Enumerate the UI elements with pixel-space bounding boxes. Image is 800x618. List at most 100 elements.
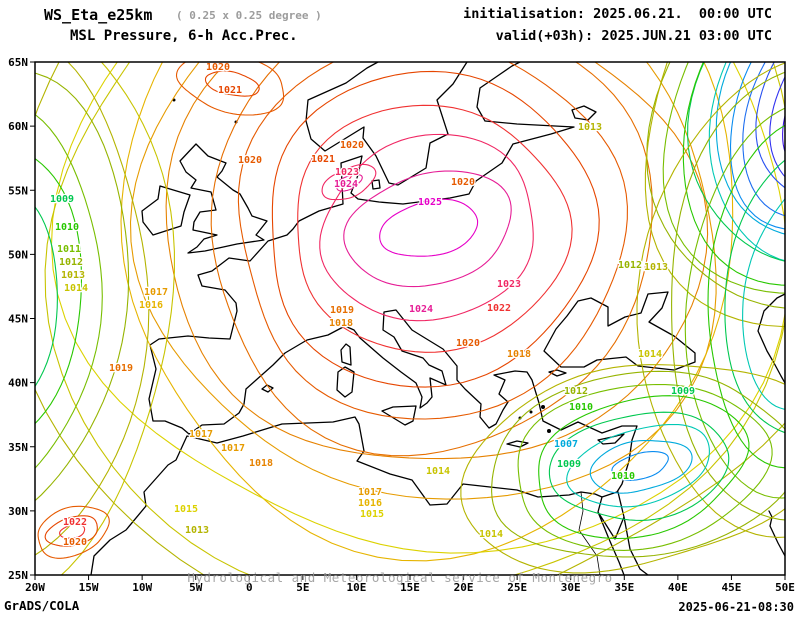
isobar-1020 <box>237 62 628 420</box>
x-axis-tick-label: 0 <box>246 581 253 594</box>
isobar-1009 <box>548 411 730 521</box>
x-axis-tick-label: 10E <box>346 581 366 594</box>
y-axis-tick-label: 30N <box>8 505 28 518</box>
creation-timestamp: 2025-06-21-08:30 <box>678 600 794 614</box>
isobar-1006 <box>729 62 785 230</box>
isobar-value-label: 1023 <box>497 279 521 290</box>
x-axis-tick-label: 15W <box>79 581 99 594</box>
isobar-1010 <box>35 157 83 425</box>
isobar-value-label: 1009 <box>50 194 74 205</box>
isobar-1008 <box>566 423 710 508</box>
grads-credit-label: GrADS/COLA <box>4 598 80 613</box>
axis-layer: 20W 15W 10W 5W 0 5E 10E 15E 20E 25E 30E 35E 40E 45E 50… <box>8 56 795 594</box>
isobar-value-label: 1020 <box>451 177 475 188</box>
x-axis-tick-label: 10W <box>132 581 152 594</box>
isobar-value-label: 1023 <box>335 167 359 178</box>
isobar-value-label: 1017 <box>144 287 168 298</box>
isobar-1012 <box>671 71 785 521</box>
isobar-1011 <box>684 107 785 499</box>
isobar-1013 <box>636 62 785 538</box>
model-title: WS_Eta_e25km <box>44 6 153 24</box>
isobar-1009 <box>35 205 58 388</box>
isobar-value-label: 1025 <box>418 197 442 208</box>
isobar-value-label: 1014 <box>638 349 662 360</box>
isobar-1021 <box>204 70 260 97</box>
isobar-1022 <box>297 104 573 353</box>
isobar-value-label: 1010 <box>611 471 635 482</box>
initialisation-time-label: initialisation: 2025.06.21. 00:00 UTC <box>463 6 772 22</box>
isobar-value-label: 1007 <box>554 439 578 450</box>
isobar-1008 <box>708 62 785 262</box>
x-axis-tick-label: 5E <box>296 581 309 594</box>
isobar-1007 <box>589 439 693 494</box>
isobar-1022 <box>59 523 86 539</box>
isobar-value-label: 1018 <box>329 318 353 329</box>
x-axis-tick-label: 45E <box>721 581 741 594</box>
coastline-layer <box>90 62 785 575</box>
valid-time-label: valid(+03h): 2025.JUN.21 03:00 UTC <box>495 28 772 44</box>
isobar-1008 <box>742 198 785 410</box>
isobar-value-label: 1020 <box>206 62 230 73</box>
isobar-value-label: 1017 <box>358 487 382 498</box>
x-axis-tick-label: 15E <box>400 581 420 594</box>
isobar-value-label: 1012 <box>59 257 83 268</box>
isobar-1006 <box>611 451 669 481</box>
y-axis-tick-label: 25N <box>8 569 28 582</box>
isobar-1012 <box>35 72 130 502</box>
x-axis-tick-label: 5W <box>189 581 203 594</box>
y-axis-tick-label: 40N <box>8 377 28 390</box>
isobar-1020 <box>37 505 110 559</box>
isobar-value-label: 1020 <box>63 537 87 548</box>
isobar-1011 <box>517 383 773 551</box>
isobar-value-label: 1020 <box>456 338 480 349</box>
isobar-value-label: 1014 <box>479 529 503 540</box>
isobar-1024 <box>343 170 512 288</box>
y-axis-tick-label: 50N <box>8 248 28 261</box>
isobar-1011 <box>35 113 103 469</box>
field-title: MSL Pressure, 6-h Acc.Prec. <box>70 28 298 44</box>
isobar-1014 <box>60 62 175 575</box>
isobar-1017 <box>129 62 717 500</box>
coastline-scandinavia <box>305 62 468 186</box>
y-axis-tick-label: 65N <box>8 56 28 69</box>
isobar-value-label: 1022 <box>63 517 87 528</box>
isobar-1024 <box>336 173 363 192</box>
isobar-1010 <box>538 395 750 540</box>
coastline-middle-east <box>597 293 785 575</box>
watermark-text: Hydrological and Meteorological service … <box>187 570 613 585</box>
isobar-label-layer: 1020102110201020102110231024102510201013… <box>49 62 697 549</box>
coastline-ireland <box>141 185 191 236</box>
isobar-value-label: 1010 <box>55 222 79 233</box>
isobar-1001 <box>792 13 800 162</box>
isobar-value-label: 1022 <box>487 303 511 314</box>
isobar-1025 <box>379 198 479 257</box>
isobar-1015 <box>50 62 785 554</box>
isobar-value-label: 1017 <box>189 429 213 440</box>
isobar-value-label: 1021 <box>218 85 242 96</box>
isobar-value-label: 1013 <box>644 262 668 273</box>
isobar-value-label: 1020 <box>238 155 262 166</box>
x-axis-tick-label: 30E <box>561 581 581 594</box>
isobar-1020 <box>175 62 285 116</box>
isobar-value-label: 1015 <box>360 509 384 520</box>
isobar-value-label: 1011 <box>57 244 81 255</box>
isobar-value-label: 1018 <box>249 458 273 469</box>
isobar-1013 <box>460 364 785 574</box>
isobar-value-label: 1016 <box>139 300 163 311</box>
isobar-value-label: 1013 <box>61 270 85 281</box>
isobar-1005 <box>742 62 785 217</box>
isobar-value-label: 1014 <box>64 283 88 294</box>
isobar-value-label: 1024 <box>409 304 433 315</box>
isobar-1013 <box>35 62 150 556</box>
map-frame <box>34 61 786 576</box>
coastline-west-europe <box>148 62 575 435</box>
isobar-value-label: 1017 <box>221 443 245 454</box>
y-axis-tick-label: 35N <box>8 441 28 454</box>
isobar-value-label: 1014 <box>426 466 450 477</box>
isobar-1009 <box>724 159 785 434</box>
isobar-value-label: 1009 <box>671 386 695 397</box>
y-axis-tick-label: 60N <box>8 120 28 133</box>
coastline-mediterranean <box>90 309 638 575</box>
